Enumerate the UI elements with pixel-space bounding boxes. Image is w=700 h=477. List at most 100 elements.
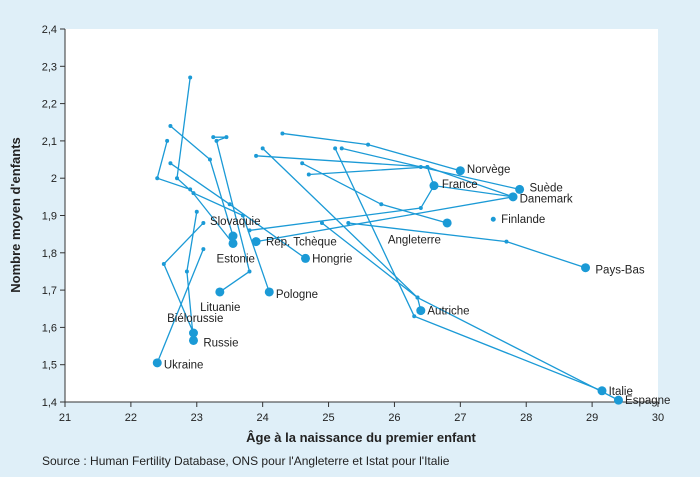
y-tick-label: 1,8 (42, 248, 57, 260)
path-point-france (254, 153, 259, 158)
point-italie (597, 386, 607, 396)
path-point-autriche (319, 220, 324, 225)
path-point-rep-tcheque (511, 194, 516, 199)
point-pays-bas (581, 263, 591, 273)
path-point-russie (184, 269, 189, 274)
point-espagne (613, 395, 623, 405)
path-point-slovaquie (168, 123, 173, 128)
label-espagne: Espagne (625, 395, 670, 407)
path-point-hongrie (227, 202, 232, 207)
path-point-pologne (175, 176, 180, 181)
x-axis-label: Âge à la naissance du premier enfant (246, 430, 476, 445)
point-bielorussie (188, 328, 198, 338)
label-hongrie: Hongrie (312, 253, 352, 265)
point-pologne (264, 287, 274, 297)
label-russie: Russie (203, 337, 238, 349)
path-point-angleterre (379, 202, 384, 207)
path-point-angleterre (300, 161, 305, 166)
path-point-lituanie (211, 135, 216, 140)
path-point-italie (333, 146, 338, 151)
label-estonie: Estonie (217, 253, 255, 265)
x-tick-label: 30 (652, 412, 664, 424)
label-italie: Italie (609, 386, 633, 398)
path-point-pologne (240, 213, 245, 218)
y-tick-label: 1,6 (42, 322, 57, 334)
x-tick-label: 27 (454, 412, 466, 424)
label-ukraine: Ukraine (164, 360, 204, 372)
label-france: France (442, 179, 478, 191)
data-points (152, 75, 623, 405)
path-point-pologne (188, 75, 193, 80)
path-point-norvege (366, 142, 371, 147)
path-point-suede (418, 165, 423, 170)
point-suede (515, 184, 525, 194)
scatter-chart: 21 22 23 24 25 26 27 28 29 30 1,4 1,5 1,6 1,7 1,8 1,9 2 2… (8, 24, 671, 445)
path-point-pays-bas (504, 239, 509, 244)
axes: 21 22 23 24 25 26 27 28 29 30 1,4 1,5 1,6 1,7 1,8 1,9 2 2… (42, 24, 664, 424)
path-point-suede (339, 146, 344, 151)
label-rep-tcheque: Rép. Tchèque (266, 237, 337, 249)
label-lituanie: Lituanie (200, 302, 240, 314)
line-ukraine (156, 248, 204, 364)
label-danemark: Danemark (520, 194, 573, 206)
path-point-espagne (260, 146, 265, 151)
label-autriche: Autriche (427, 306, 469, 318)
point-finlande (490, 216, 496, 222)
point-ukraine (152, 358, 162, 368)
path-point-pays-bas (346, 220, 351, 225)
path-point-lituanie (247, 269, 252, 274)
y-tick-label: 1,9 (42, 211, 57, 223)
y-tick-label: 2,2 (42, 99, 57, 111)
point-angleterre (442, 218, 452, 228)
source-note: Source : Human Fertility Database, ONS p… (42, 454, 450, 468)
point-autriche (416, 306, 426, 316)
label-angleterre: Angleterre (388, 235, 441, 247)
y-tick-label: 1,4 (42, 397, 57, 409)
path-point-rep-tcheque (418, 206, 423, 211)
x-tick-label: 22 (125, 412, 137, 424)
line-estonie (156, 140, 234, 244)
path-point-danemark (306, 172, 311, 177)
path-point-ukraine (201, 247, 206, 252)
x-tick-label: 24 (257, 412, 269, 424)
path-point-danemark (425, 165, 430, 170)
label-suede: Suède (530, 183, 563, 195)
path-point-bielorussie (161, 261, 166, 266)
path-point-rep-tcheque (431, 183, 436, 188)
x-tick-label: 21 (59, 412, 71, 424)
path-point-estonie (155, 176, 160, 181)
label-pologne: Pologne (276, 289, 318, 301)
point-norvege (455, 166, 465, 176)
path-point-norvege (280, 131, 285, 136)
label-bielorussie: Biélorussie (167, 313, 223, 325)
x-tick-label: 29 (586, 412, 598, 424)
path-point-rep-tcheque (247, 228, 252, 233)
y-tick-label: 1,7 (42, 285, 57, 297)
path-point-lituanie (224, 135, 229, 140)
path-point-hongrie (168, 161, 173, 166)
path-point-italie (412, 314, 417, 319)
point-hongrie (300, 253, 310, 263)
path-point-espagne (415, 295, 420, 300)
label-pays-bas: Pays-Bas (595, 265, 644, 277)
path-point-lituanie (214, 138, 219, 143)
path-point-estonie (188, 187, 193, 192)
label-norvege: Norvège (467, 164, 510, 176)
point-russie (188, 335, 198, 345)
path-point-estonie (165, 138, 170, 143)
y-tick-label: 2,3 (42, 61, 57, 73)
label-finlande: Finlande (501, 214, 545, 226)
point-lituanie (215, 287, 225, 297)
point-slovaquie (228, 231, 238, 241)
y-tick-label: 2,4 (42, 24, 57, 36)
y-axis-label: Nombre moyen d'enfants (8, 137, 23, 293)
y-tick-label: 1,5 (42, 360, 57, 372)
point-estonie (228, 238, 238, 248)
path-point-russie (194, 209, 199, 214)
path-point-slovaquie (207, 157, 212, 162)
x-tick-label: 23 (191, 412, 203, 424)
point-rep-tcheque (251, 237, 261, 247)
y-tick-label: 2 (51, 173, 57, 185)
